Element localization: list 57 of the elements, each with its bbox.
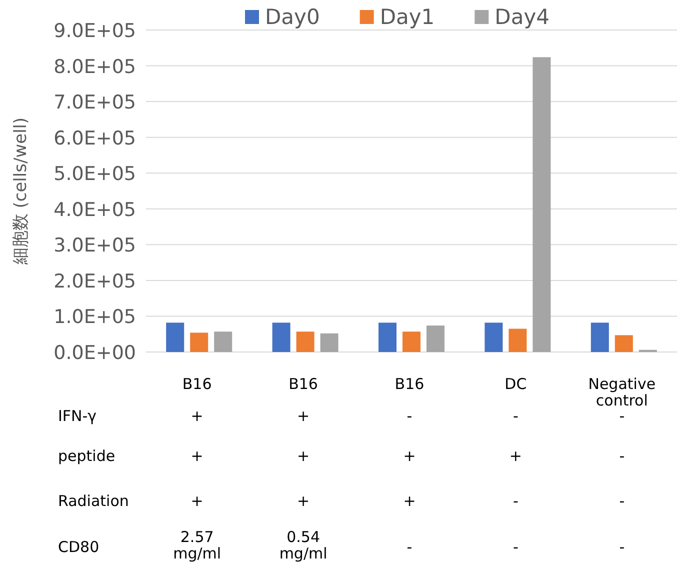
bar	[508, 328, 527, 352]
text: peptide	[58, 447, 116, 465]
x-tick-label: B16	[394, 375, 424, 393]
y-tick-label: 1.0E+05	[54, 306, 136, 328]
text: +	[297, 447, 310, 465]
y-tick-label: 9.0E+05	[54, 20, 136, 42]
bar	[484, 322, 503, 352]
x-tick-label: Negative control	[588, 375, 656, 410]
bar	[296, 332, 314, 352]
text: -	[512, 538, 518, 556]
text: -	[512, 407, 518, 425]
text: +	[509, 447, 522, 465]
y-tick-label: 4.0E+05	[54, 198, 136, 221]
y-axis-title: 細胞数 (cells/well)	[11, 117, 31, 266]
text: -	[619, 447, 625, 465]
y-tick-label: 0.0E+00	[54, 342, 136, 364]
text: -	[619, 407, 625, 425]
text: +	[297, 407, 310, 425]
bar	[402, 332, 420, 352]
text: +	[403, 492, 416, 510]
bar	[378, 322, 396, 352]
bar	[532, 57, 551, 352]
bar	[214, 332, 232, 352]
y-tick-label: 8.0E+05	[54, 56, 136, 78]
x-tick-label: B16	[288, 375, 318, 393]
text: +	[190, 447, 204, 465]
text: 2.57 mg/ml	[173, 528, 222, 562]
text: -	[619, 492, 625, 510]
text: IFN-γ	[58, 407, 97, 425]
y-tick-label: 6.0E+05	[54, 127, 136, 150]
legend-label: Day4	[494, 5, 550, 29]
text: +	[190, 492, 204, 510]
text: -	[512, 492, 518, 510]
text: Radiation	[58, 492, 129, 510]
y-tick-label: 3.0E+05	[54, 234, 136, 257]
text: +	[297, 492, 310, 510]
bar	[614, 335, 633, 352]
bar	[190, 332, 208, 352]
text: -	[406, 538, 412, 556]
y-tick-label: 2.0E+05	[54, 270, 136, 292]
legend-label: Day0	[265, 5, 320, 29]
text: CD80	[58, 538, 100, 556]
bar	[426, 326, 444, 352]
bar	[320, 333, 338, 352]
bar	[272, 322, 290, 352]
y-tick-label: 7.0E+05	[54, 92, 136, 114]
text: +	[190, 407, 204, 425]
x-tick-label: DC	[504, 375, 527, 393]
text: -	[619, 538, 625, 556]
legend-label: Day1	[380, 5, 435, 29]
y-tick-label: 5.0E+05	[54, 163, 136, 186]
bar	[590, 322, 609, 352]
x-tick-label: B16	[182, 375, 212, 393]
text: 0.54 mg/ml	[279, 528, 328, 562]
text: -	[406, 407, 412, 425]
bar	[166, 322, 184, 352]
text: +	[403, 447, 416, 465]
